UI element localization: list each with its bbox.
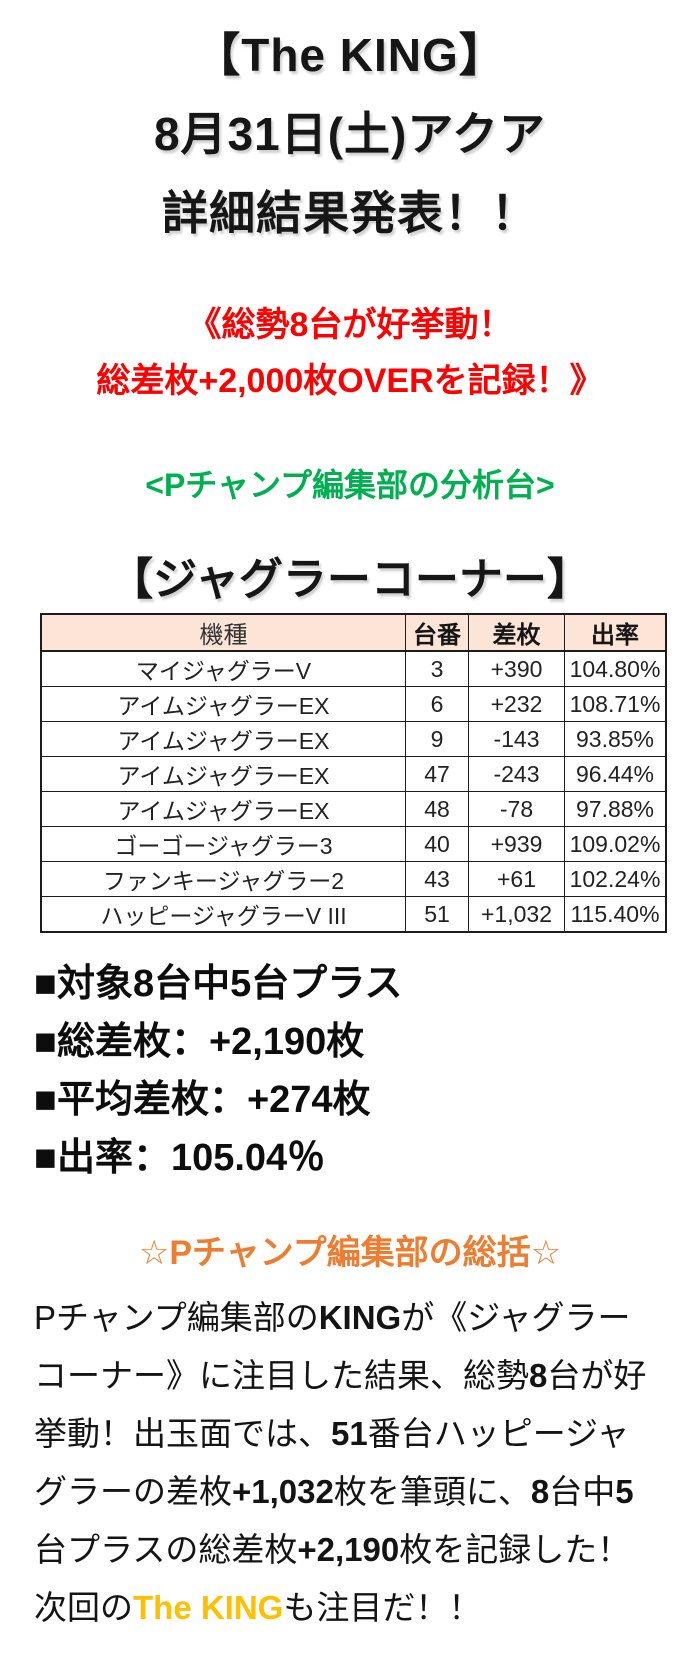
recap-line: 挙動！出玉面では、51番台ハッピージャ — [34, 1405, 686, 1463]
recap-text: Pチャンプ編集部の — [34, 1299, 319, 1336]
recap-text: +1,032 — [232, 1473, 334, 1510]
cell-diff-medals: +1,032 — [468, 896, 565, 933]
cell-diff-medals: +61 — [468, 861, 565, 897]
summary-line: ■平均差枚：+274枚 — [34, 1079, 371, 1121]
cell-payout-rate: 115.40% — [564, 896, 667, 933]
cell-unit-number: 48 — [405, 791, 469, 827]
cell-unit-number: 9 — [405, 721, 469, 757]
results-table: 機種 台番 差枚 出率 マイジャグラーV 3 +390 104.80% アイムジャグラー… — [40, 613, 667, 933]
table-row: アイムジャグラーEX 6 +232 108.71% — [40, 686, 667, 722]
cell-payout-rate: 108.71% — [564, 686, 667, 722]
table-row: アイムジャグラーEX 9 -143 93.85% — [40, 721, 667, 757]
results-table-header: 機種 台番 差枚 出率 — [40, 613, 667, 652]
recap-text: 51 — [331, 1415, 368, 1452]
cell-payout-rate: 97.88% — [564, 791, 667, 827]
highlight-line-1: 《総勢8台が好挙動！ — [187, 306, 513, 344]
page-title: 【The KING】 8月31日(土)アクア 詳細結果発表！！ — [0, 0, 700, 253]
cell-model: アイムジャグラーEX — [40, 791, 406, 827]
cell-unit-number: 6 — [405, 686, 469, 722]
cell-payout-rate: 93.85% — [564, 721, 667, 757]
cell-model: マイジャグラーV — [40, 650, 406, 687]
recap-text: 台プラスの総差枚 — [34, 1531, 298, 1568]
title-line-3: 詳細結果発表！！ — [162, 187, 538, 239]
recap-text: 枚を記録した！ — [399, 1531, 631, 1568]
recap-text: +2,190 — [297, 1531, 400, 1568]
cell-model: ファンキージャグラー2 — [40, 861, 406, 897]
cell-unit-number: 43 — [405, 861, 469, 897]
recap-line: Pチャンプ編集部のKINGが《ジャグラー — [34, 1289, 686, 1347]
table-row: ハッピージャグラーV III 51 +1,032 115.40% — [40, 896, 667, 933]
cell-diff-medals: -78 — [468, 791, 565, 827]
recap-text: 枚を筆頭に、 — [333, 1473, 531, 1510]
recap-text: 台中 — [549, 1473, 616, 1510]
recap-heading: ☆Pチャンプ編集部の総括☆ — [138, 1234, 562, 1272]
recap-text: 挙動！出玉面では、 — [34, 1415, 331, 1452]
cell-model: ゴーゴージャグラー3 — [40, 826, 406, 862]
cell-unit-number: 3 — [405, 650, 469, 687]
highlight-line-2: 総差枚+2,000枚OVERを記録！》 — [96, 362, 604, 400]
cell-unit-number: 51 — [405, 896, 469, 933]
brand-gold-text: The KING — [133, 1589, 284, 1626]
column-header-payout-rate: 出率 — [564, 613, 667, 652]
header-row: 機種 台番 差枚 出率 — [40, 613, 667, 652]
column-header-diff-medals: 差枚 — [468, 613, 565, 652]
recap-line: コーナー》に注目した結果、総勢8台が好 — [34, 1347, 686, 1405]
recap-text: 8 — [529, 1357, 548, 1394]
cell-unit-number: 47 — [405, 756, 469, 792]
cell-unit-number: 40 — [405, 826, 469, 862]
recap-text: も注目だ！！ — [283, 1589, 482, 1626]
recap-text: 台が好 — [547, 1357, 647, 1394]
summary-line: ■対象8台中5台プラス — [34, 963, 403, 1005]
recap-line: 台プラスの総差枚+2,190枚を記録した！ — [34, 1521, 686, 1579]
cell-model: ハッピージャグラーV III — [40, 896, 406, 933]
summary-line: ■総差枚：+2,190枚 — [34, 1021, 365, 1063]
table-row: ゴーゴージャグラー3 40 +939 109.02% — [40, 826, 667, 862]
cell-diff-medals: +232 — [468, 686, 565, 722]
recap-text: 5 — [615, 1473, 634, 1510]
recap-text: コーナー》に注目した結果、総勢 — [34, 1357, 529, 1394]
cell-payout-rate: 96.44% — [564, 756, 667, 792]
recap-text: が《ジャグラー — [401, 1299, 631, 1336]
cell-diff-medals: +390 — [468, 650, 565, 687]
title-line-2: 8月31日(土)アクア — [153, 108, 547, 160]
recap-text: KING — [318, 1299, 402, 1336]
table-row: アイムジャグラーEX 47 -243 96.44% — [40, 756, 667, 792]
summary-line: ■出率：105.04％ — [34, 1137, 326, 1179]
title-line-1: 【The KING】 — [194, 29, 506, 81]
column-header-model: 機種 — [40, 613, 406, 652]
results-table-body: マイジャグラーV 3 +390 104.80% アイムジャグラーEX 6 +232 108.7… — [40, 650, 667, 933]
highlight-callout: 《総勢8台が好挙動！ 総差枚+2,000枚OVERを記録！》 — [0, 297, 700, 409]
cell-diff-medals: +939 — [468, 826, 565, 862]
cell-payout-rate: 102.24% — [564, 861, 667, 897]
recap-line: 次回のThe KINGも注目だ！！ — [34, 1579, 686, 1637]
summary-list: ■対象8台中5台プラス ■総差枚：+2,190枚 ■平均差枚：+274枚 ■出率：10… — [0, 955, 700, 1187]
cell-payout-rate: 104.80% — [564, 650, 667, 687]
section-heading-juggler-corner: 【ジャグラーコーナー】 — [109, 555, 591, 604]
table-row: マイジャグラーV 3 +390 104.80% — [40, 650, 667, 687]
results-table-wrap: 機種 台番 差枚 出率 マイジャグラーV 3 +390 104.80% アイムジャグラー… — [40, 613, 667, 933]
column-header-unit-number: 台番 — [405, 613, 469, 652]
cell-model: アイムジャグラーEX — [40, 756, 406, 792]
recap-text: グラーの差枚 — [34, 1473, 232, 1510]
cell-payout-rate: 109.02% — [564, 826, 667, 862]
recap-line: グラーの差枚+1,032枚を筆頭に、8台中5 — [34, 1463, 686, 1521]
analysis-note: <Pチャンプ編集部の分析台> — [145, 467, 555, 503]
recap-text: 番台ハッピージャ — [367, 1415, 630, 1452]
recap-text: 8 — [530, 1473, 550, 1510]
cell-diff-medals: -143 — [468, 721, 565, 757]
recap-text: 次回の — [34, 1589, 133, 1626]
cell-model: アイムジャグラーEX — [40, 686, 406, 722]
cell-model: アイムジャグラーEX — [40, 721, 406, 757]
recap-paragraph: Pチャンプ編集部のKINGが《ジャグラー コーナー》に注目した結果、総勢8台が好挙… — [0, 1289, 700, 1637]
table-row: ファンキージャグラー2 43 +61 102.24% — [40, 861, 667, 897]
cell-diff-medals: -243 — [468, 756, 565, 792]
table-row: アイムジャグラーEX 48 -78 97.88% — [40, 791, 667, 827]
